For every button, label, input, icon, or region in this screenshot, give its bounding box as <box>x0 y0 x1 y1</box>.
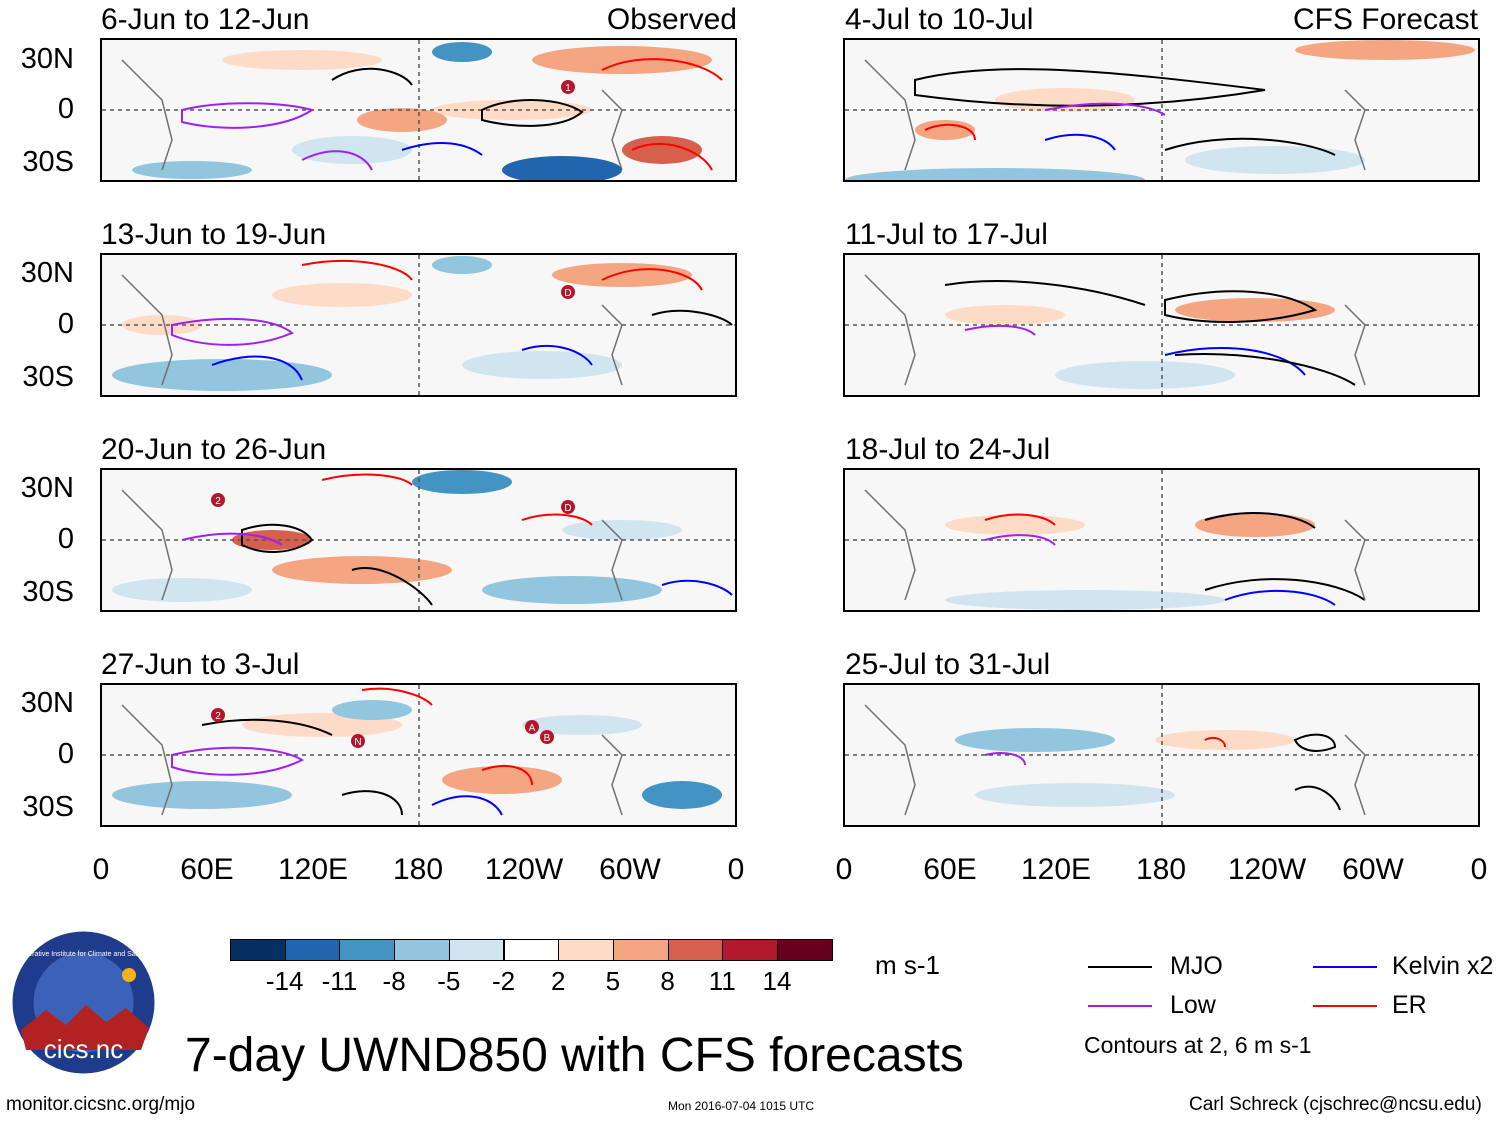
panel-title: 20-Jun to 26-Jun <box>101 433 327 466</box>
legend-er-label: ER <box>1392 991 1427 1019</box>
footer-timestamp: Mon 2016-07-04 1015 UTC <box>668 1099 815 1113</box>
lat-tick: 0 <box>57 523 74 555</box>
legend-low-line <box>1088 1005 1152 1007</box>
panel-title: 18-Jul to 24-Jul <box>845 433 1051 466</box>
colorbar-label: 8 <box>660 966 675 996</box>
colorbar-swatch <box>284 939 341 961</box>
logo-text: cics.nc <box>44 1034 123 1064</box>
lat-tick: 30N <box>20 257 74 289</box>
lon-tick: 60W <box>1342 853 1404 886</box>
colorbar-swatch <box>612 939 669 961</box>
colorbar-label: -8 <box>382 966 406 996</box>
panel-title: 6-Jun to 12-Jun <box>101 3 310 36</box>
lat-tick: 30S <box>22 791 74 823</box>
panel-title: 11-Jul to 17-Jul <box>845 218 1048 251</box>
map-panel-observed-2: D <box>100 253 737 397</box>
legend-er-line <box>1313 1005 1377 1007</box>
lon-tick: 0 <box>92 853 110 886</box>
colorbar-label: 11 <box>708 966 736 996</box>
lat-tick: 30S <box>22 146 74 178</box>
map-panel-forecast-4 <box>843 683 1480 827</box>
panel-title: 4-Jul to 10-Jul <box>845 3 1034 36</box>
lat-tick: 30N <box>20 687 74 719</box>
lon-tick: 60E <box>180 853 234 886</box>
legend-kelvin-line <box>1313 966 1377 968</box>
colorbar-units: m s-1 <box>875 950 940 980</box>
lat-tick: 30S <box>22 361 74 393</box>
legend-low-label: Low <box>1170 991 1216 1019</box>
storm-marker: 2 <box>215 711 221 722</box>
colorbar-swatch <box>230 939 286 961</box>
lon-tick: 60E <box>923 853 977 886</box>
map-panel-forecast-2 <box>843 253 1480 397</box>
panel-title: 25-Jul to 31-Jul <box>845 648 1051 681</box>
lat-tick: 30N <box>20 472 74 504</box>
colorbar-label: 2 <box>550 966 566 996</box>
colorbar-label: 14 <box>762 966 792 996</box>
observed-label: Observed <box>606 3 737 36</box>
lat-tick: 0 <box>57 93 74 125</box>
legend-note: Contours at 2, 6 m s-1 <box>1084 1032 1312 1058</box>
colorbar-swatch <box>558 939 614 961</box>
lat-tick: 0 <box>57 738 74 770</box>
colorbar-swatch <box>394 939 450 961</box>
colorbar-label: -5 <box>437 966 461 996</box>
legend-kelvin-label: Kelvin x2 <box>1392 952 1494 980</box>
lon-tick: 0 <box>835 853 853 886</box>
lat-tick: 30S <box>22 576 74 608</box>
lon-tick: 120E <box>277 853 349 886</box>
colorbar-swatch <box>448 939 505 961</box>
main-title: 7-day UWND850 with CFS forecasts <box>185 1029 964 1082</box>
lon-tick: 180 <box>392 853 444 886</box>
legend-mjo-line <box>1088 966 1152 968</box>
lon-tick: 0 <box>1470 853 1488 886</box>
storm-marker: 2 <box>215 496 221 507</box>
logo-ring-text: Cooperative Institute for Climate and Sa… <box>12 951 156 958</box>
storm-marker: D <box>564 288 571 299</box>
footer-url[interactable]: monitor.cicsnc.org/mjo <box>6 1094 196 1115</box>
footer-credit: Carl Schreck (cjschrec@ncsu.edu) <box>1189 1094 1482 1115</box>
colorbar-swatch <box>503 939 560 961</box>
legend-mjo-label: MJO <box>1170 952 1223 980</box>
lon-tick: 60W <box>599 853 661 886</box>
panel-title: 27-Jun to 3-Jul <box>101 648 300 681</box>
storm-marker: A <box>529 723 536 734</box>
colorbar-swatch <box>777 939 833 961</box>
lat-tick: 30N <box>20 43 74 75</box>
cfs-forecast-label: CFS Forecast <box>1292 3 1478 36</box>
map-panel-forecast-3 <box>843 468 1480 612</box>
map-panel-forecast-1 <box>843 38 1480 182</box>
lat-tick: 0 <box>57 308 74 340</box>
colorbar-swatch <box>667 939 724 961</box>
colorbar-label: 5 <box>605 966 621 996</box>
cics-logo: cics.nc Cooperative Institute for Climat… <box>11 930 156 1075</box>
colorbar-label: -2 <box>491 966 516 996</box>
lon-tick: 120E <box>1020 853 1092 886</box>
storm-marker: 1 <box>565 83 571 94</box>
map-panel-observed-3: 2 D <box>100 468 737 612</box>
lon-tick: 180 <box>1135 853 1187 886</box>
lon-tick: 120W <box>484 853 564 886</box>
storm-marker: D <box>564 503 571 514</box>
colorbar-swatch <box>339 939 396 961</box>
map-panel-observed-1: 1 <box>100 38 737 182</box>
colorbar-label: -14 <box>265 966 304 996</box>
storm-marker: B <box>544 733 551 744</box>
colorbar-label: -11 <box>321 966 358 996</box>
lon-tick: 0 <box>727 853 745 886</box>
storm-marker: N <box>354 737 361 748</box>
map-panel-observed-4: 2 N A B <box>100 683 737 827</box>
colorbar-swatch <box>722 939 778 961</box>
lon-tick: 120W <box>1227 853 1307 886</box>
panel-title: 13-Jun to 19-Jun <box>101 218 327 251</box>
